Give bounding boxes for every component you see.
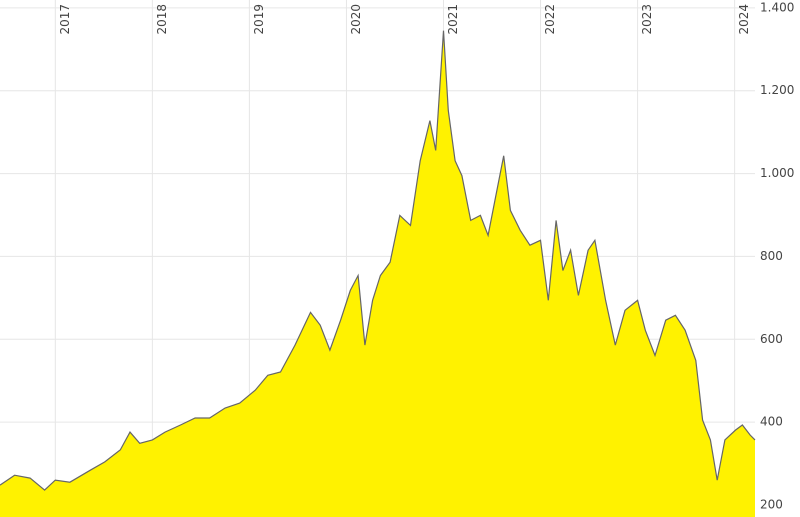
y-tick-label: 400	[760, 415, 783, 429]
x-tick-label: 2021	[446, 4, 460, 35]
x-tick-label: 2019	[252, 4, 266, 35]
y-tick-label: 1.200	[760, 83, 794, 97]
x-tick-label: 2024	[737, 4, 751, 35]
y-tick-label: 200	[760, 497, 783, 511]
y-tick-label: 600	[760, 332, 783, 346]
y-tick-label: 800	[760, 249, 783, 263]
x-tick-label: 2017	[58, 4, 72, 35]
line	[0, 30, 756, 491]
area	[0, 30, 755, 517]
x-tick-label: 2023	[640, 4, 654, 35]
y-tick-label: 1.000	[760, 166, 794, 180]
y-tick-label: 1.400	[760, 1, 794, 15]
x-tick-label: 2022	[543, 4, 557, 35]
x-tick-label: 2020	[349, 4, 363, 35]
x-tick-label: 2018	[155, 4, 169, 35]
